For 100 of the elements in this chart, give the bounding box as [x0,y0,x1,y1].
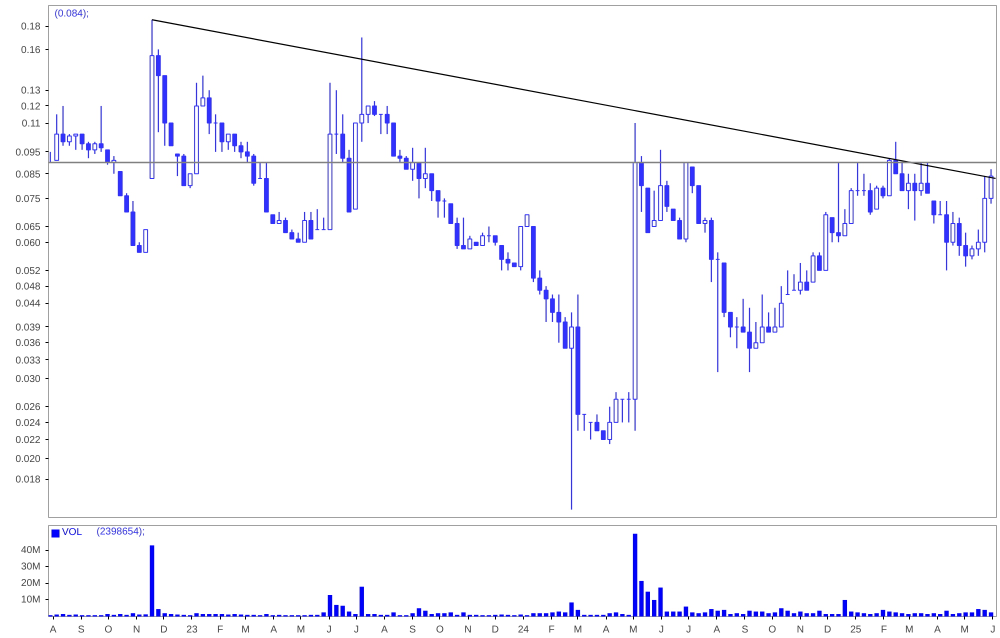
y-tick-label: 0.030 [15,374,41,386]
bar [716,610,720,616]
x-tick-label: A [602,624,610,636]
x-tick-label: D [492,624,499,636]
x-tick-label: O [768,624,776,636]
bar [556,612,561,616]
bar [576,610,580,616]
bar [963,612,968,616]
x-tick-label: A [713,624,720,636]
bar [766,613,771,616]
x-tick-label: N [132,624,140,636]
x-tick-label: J [686,624,692,636]
x-tick-label: N [464,624,472,636]
bar [646,592,650,616]
candlestick [98,105,104,152]
bar [334,604,339,616]
y-tick-label: 0.039 [15,322,41,334]
y-tick-label: 0.12 [21,101,41,112]
bar [360,586,364,616]
x-tick-label: A [50,624,57,636]
bar [658,588,663,616]
bar [538,613,542,616]
x-tick-label: D [160,624,168,636]
bar [747,610,752,616]
bar [328,594,332,616]
bar [976,609,981,616]
bar [607,613,612,616]
x-tick-label: O [436,624,444,636]
bar [652,600,656,616]
bar [671,612,676,616]
bar [887,612,892,616]
x-tick-label: J [990,624,996,636]
bar [194,613,199,616]
y-tick-label: 0.048 [15,282,41,293]
x-tick-label: 23 [186,624,198,636]
x-tick-label: M [629,624,638,636]
bar [944,610,949,616]
bar [684,606,688,616]
y-tick-label: 0.036 [15,338,41,350]
y-tick-label: 40M [21,544,40,556]
y-tick-label: 0.13 [21,86,41,97]
bar [798,612,803,616]
bar [531,613,536,616]
bar [442,613,447,616]
bar [156,609,161,616]
bar [804,613,809,616]
bar [722,610,726,616]
x-tick-label: M [905,624,914,636]
y-tick-label: 0.060 [15,238,41,249]
y-tick-label: 0.16 [21,44,41,56]
bar [563,612,568,616]
y-tick-label: 0.065 [15,222,41,234]
bar [760,612,764,616]
candlestick [143,229,148,253]
bar [130,613,136,616]
bar [932,613,936,616]
bar [785,610,790,616]
bar [849,612,854,616]
x-tick-label: M [241,624,250,636]
bar [874,613,879,616]
bar [569,602,574,616]
bar [709,609,714,616]
bar [779,608,784,616]
bar [448,612,453,616]
x-tick-label: O [104,624,113,636]
x-tick-label: A [934,624,942,636]
x-tick-label: F [548,624,555,636]
x-tick-label: 25 [850,624,862,636]
bar [544,613,548,616]
x-tick-label: M [574,624,582,636]
x-tick-label: S [78,624,85,636]
y-tick-label: 0.026 [15,402,41,414]
annotation: (2398654); [96,526,145,538]
bar [982,610,987,616]
x-tick-label: F [217,624,224,636]
x-tick-label: J [354,624,359,636]
bar [639,580,644,616]
bar [894,612,898,616]
candlestick [492,235,498,246]
bar [321,612,326,616]
bar [416,608,422,616]
y-tick-label: 0.11 [22,118,41,130]
legend-label: VOL [62,527,82,538]
bar [423,610,428,616]
bar [677,612,682,616]
bar [918,613,924,616]
bar [957,613,962,616]
y-tick-label: 0.044 [15,298,41,310]
y-tick-label: 0.052 [15,266,41,277]
bar [912,613,917,616]
x-tick-label: A [270,624,278,636]
bar [810,613,816,616]
annotation: (0.084); [54,8,89,20]
y-tick-label: 0.095 [15,147,41,158]
y-tick-label: 0.018 [15,474,41,486]
bar [880,610,886,616]
y-tick-label: 0.18 [21,22,41,33]
x-tick-label: J [326,624,332,636]
candlestick [976,228,981,256]
x-tick-label: J [658,624,664,636]
